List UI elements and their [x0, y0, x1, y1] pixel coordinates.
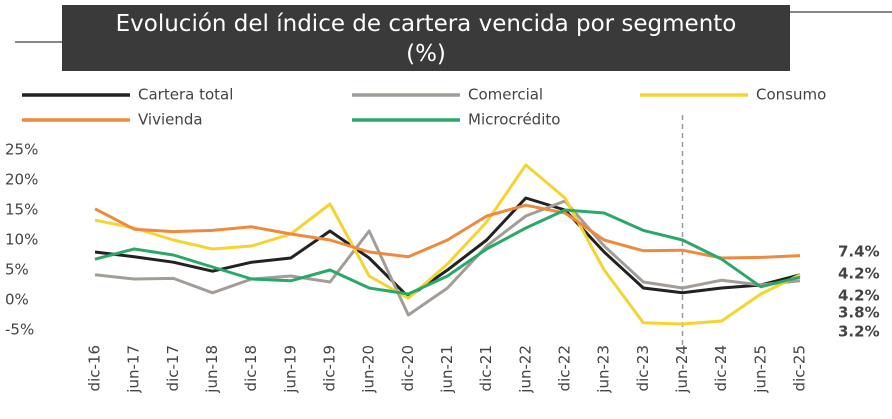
x-tick-label: dic-24	[712, 345, 730, 391]
x-tick-label: jun-20	[360, 345, 378, 394]
legend-label: Microcrédito	[468, 111, 560, 129]
y-tick-label: -5%	[5, 321, 34, 339]
x-tick-label: dic-22	[556, 345, 574, 391]
x-tick-label: jun-23	[595, 345, 613, 394]
y-tick-label: 25%	[5, 141, 38, 159]
x-tick-label: dic-21	[477, 345, 495, 391]
y-tick-label: 20%	[5, 171, 38, 189]
end-label: 4.2%	[838, 265, 880, 283]
x-tick-label: dic-17	[164, 345, 182, 391]
y-tick-label: 10%	[5, 231, 38, 249]
x-tick-label: dic-20	[399, 345, 417, 391]
series-line	[94, 208, 801, 296]
legend-label: Consumo	[756, 86, 826, 104]
x-tick-label: jun-24	[673, 345, 691, 394]
x-tick-label: dic-19	[321, 345, 339, 391]
x-tick-label: jun-17	[125, 345, 143, 394]
end-label: 7.4%	[838, 243, 880, 261]
legend-label: Vivienda	[138, 111, 203, 129]
x-tick-label: dic-18	[242, 345, 260, 391]
series-line	[94, 199, 801, 317]
x-tick-label: jun-18	[203, 345, 221, 394]
end-label: 3.2%	[838, 323, 880, 341]
x-tick-label: jun-21	[438, 345, 456, 394]
x-tick-label: jun-22	[516, 345, 534, 394]
y-tick-label: 5%	[5, 261, 29, 279]
chart-title: Evolución del índice de cartera vencida …	[62, 5, 790, 71]
y-tick-label: 15%	[5, 201, 38, 219]
legend-label: Cartera total	[138, 86, 233, 104]
legend-label: Comercial	[468, 86, 543, 104]
x-tick-label: jun-25	[751, 345, 769, 394]
y-tick-label: 0%	[5, 291, 29, 309]
end-label: 4.2%	[838, 287, 880, 305]
x-tick-label: jun-19	[281, 345, 299, 394]
x-tick-label: dic-23	[634, 345, 652, 391]
series-line	[94, 163, 801, 326]
series-line	[94, 196, 801, 299]
x-tick-label: dic-16	[86, 345, 104, 391]
end-label: 3.8%	[838, 304, 880, 322]
series-line	[94, 203, 801, 260]
x-tick-label: dic-25	[791, 345, 809, 391]
